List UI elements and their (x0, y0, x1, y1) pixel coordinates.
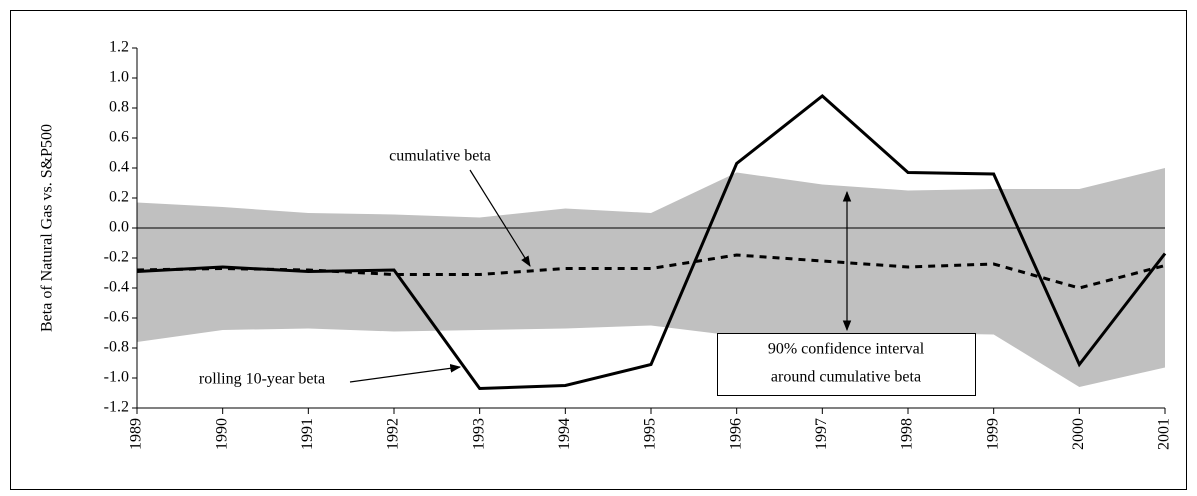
y-tick-label: 1.0 (109, 69, 129, 86)
x-tick-label: 1995 (642, 418, 659, 450)
y-axis-label: Beta of Natural Gas vs. S&P500 (39, 124, 56, 332)
annotation: cumulative beta (389, 148, 491, 165)
x-tick-label: 1999 (984, 418, 1001, 450)
y-tick-label: -0.2 (104, 249, 129, 266)
x-tick-label: 1989 (128, 418, 145, 450)
y-tick-label: -1.2 (104, 399, 129, 416)
annotation-box (717, 333, 976, 396)
y-tick-label: -0.8 (104, 339, 129, 356)
y-tick-label: 0.6 (109, 129, 129, 146)
y-tick-label: 1.2 (109, 39, 129, 56)
x-tick-label: 1997 (813, 418, 830, 450)
confidence-band (137, 168, 1165, 387)
y-tick-label: 0.4 (109, 159, 129, 176)
annotation-arrow (469, 169, 531, 267)
x-tick-label: 2001 (1156, 418, 1173, 450)
annotation: 90% confidence interval (768, 341, 925, 358)
annotation: rolling 10-year beta (199, 371, 325, 388)
annotation-arrow (349, 364, 462, 383)
y-tick-label: -0.6 (104, 309, 129, 326)
y-tick-label: -0.4 (104, 279, 129, 296)
x-tick-label: 1998 (899, 418, 916, 450)
x-tick-label: 1994 (556, 418, 573, 450)
x-tick-label: 1993 (470, 418, 487, 450)
annotation: around cumulative beta (771, 369, 921, 386)
x-tick-label: 1990 (213, 418, 230, 450)
x-tick-label: 1996 (727, 418, 744, 450)
x-tick-label: 1991 (299, 418, 316, 450)
series-line (136, 253, 1166, 290)
y-tick-label: 0.8 (109, 99, 129, 116)
y-tick-label: 0.2 (109, 189, 129, 206)
x-tick-label: 1992 (385, 418, 402, 450)
y-tick-label: 0.0 (109, 219, 129, 236)
x-tick-label: 2000 (1070, 418, 1087, 450)
y-tick-label: -1.0 (104, 369, 129, 386)
